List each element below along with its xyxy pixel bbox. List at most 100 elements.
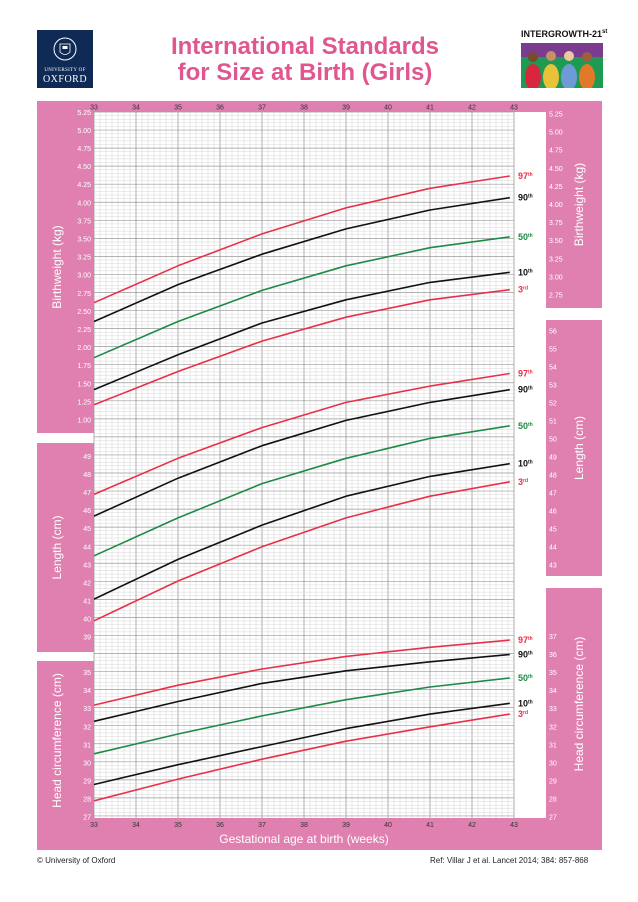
y-axis-label-left: Length (cm) xyxy=(50,515,64,579)
percentile-label-90th: 90th xyxy=(518,193,533,203)
x-tick-label-top: 35 xyxy=(174,105,182,112)
percentile-label-90th: 90th xyxy=(518,650,533,660)
percentile-curve-3rd xyxy=(93,713,510,802)
x-tick-label-top: 39 xyxy=(342,105,350,112)
reference-text: Ref: Villar J et al. Lancet 2014; 384: 8… xyxy=(430,856,589,865)
y-tick-label-left: 2.25 xyxy=(77,327,91,334)
y-axis-label-right: Head circumference (cm) xyxy=(572,637,586,772)
percentile-label-suffix: th xyxy=(528,674,533,680)
y-tick-label-right: 43 xyxy=(549,563,557,570)
y-tick-label-left: 2.50 xyxy=(77,309,91,316)
y-tick-label-left: 31 xyxy=(83,742,91,749)
y-tick-label-right: 31 xyxy=(549,742,557,749)
y-tick-label-left: 1.50 xyxy=(77,381,91,388)
percentile-curve-90th xyxy=(93,388,510,517)
y-tick-label-left: 5.00 xyxy=(77,128,91,135)
y-tick-label-right: 37 xyxy=(549,634,557,641)
intergrowth-brand: INTERGROWTH-21st xyxy=(521,29,607,39)
y-tick-label-left: 41 xyxy=(83,598,91,605)
y-axis-label-right: Birthweight (kg) xyxy=(572,163,586,246)
x-tick-label-bottom: 42 xyxy=(468,822,476,829)
percentile-label-50th: 50th xyxy=(518,232,533,242)
percentile-label-suffix: th xyxy=(528,194,533,200)
percentile-label-suffix: rd xyxy=(523,286,528,292)
y-tick-label-right: 4.00 xyxy=(549,202,563,209)
y-tick-label-right: 55 xyxy=(549,347,557,354)
oxford-crest-icon xyxy=(53,37,77,61)
x-tick-label-top: 43 xyxy=(510,105,518,112)
top-axis-bar xyxy=(37,101,602,112)
y-tick-label-left: 5.25 xyxy=(77,110,91,117)
x-tick-label-bottom: 41 xyxy=(426,822,434,829)
bottom-axis-bar xyxy=(37,818,602,850)
y-tick-label-right: 4.75 xyxy=(549,148,563,155)
percentile-curve-10th xyxy=(93,702,510,786)
y-tick-label-right: 52 xyxy=(549,401,557,408)
y-tick-label-right: 56 xyxy=(549,329,557,336)
y-tick-label-right: 30 xyxy=(549,760,557,767)
percentile-curve-10th xyxy=(93,271,510,391)
percentile-label-suffix: rd xyxy=(523,710,528,716)
percentile-curve-10th xyxy=(93,462,510,600)
percentile-label-50th: 50th xyxy=(518,673,533,683)
y-tick-label-left: 27 xyxy=(83,815,91,822)
x-tick-label-bottom: 39 xyxy=(342,822,350,829)
y-axis-label-right: Length (cm) xyxy=(572,416,586,480)
percentile-curves xyxy=(93,175,510,802)
percentile-label-suffix: th xyxy=(528,172,533,178)
x-tick-label-bottom: 33 xyxy=(90,822,98,829)
y-tick-label-right: 47 xyxy=(549,491,557,498)
y-tick-label-left: 49 xyxy=(83,454,91,461)
x-tick-label-top: 37 xyxy=(258,105,266,112)
percentile-label-suffix: th xyxy=(528,422,533,428)
percentile-label-90th: 90th xyxy=(518,385,533,395)
percentile-label-3rd: 3rd xyxy=(518,477,528,487)
y-tick-label-right: 45 xyxy=(549,527,557,534)
percentile-label-suffix: th xyxy=(528,651,533,657)
y-tick-label-left: 3.50 xyxy=(77,237,91,244)
x-tick-label-top: 36 xyxy=(216,105,224,112)
y-tick-label-right: 51 xyxy=(549,419,557,426)
percentile-label-suffix: th xyxy=(528,233,533,239)
x-tick-label-bottom: 34 xyxy=(132,822,140,829)
y-tick-label-left: 4.75 xyxy=(77,146,91,153)
y-tick-label-left: 46 xyxy=(83,508,91,515)
x-tick-label-top: 42 xyxy=(468,105,476,112)
percentile-label-suffix: th xyxy=(528,386,533,392)
percentile-curve-50th xyxy=(93,425,510,557)
y-tick-label-right: 2.75 xyxy=(549,293,563,300)
percentile-curve-97th xyxy=(93,175,510,304)
percentile-label-10th: 10th xyxy=(518,459,533,469)
x-tick-label-bottom: 43 xyxy=(510,822,518,829)
percentile-label-3rd: 3rd xyxy=(518,285,528,295)
intergrowth-women-illustration xyxy=(521,43,603,88)
x-tick-label-top: 33 xyxy=(90,105,98,112)
y-tick-label-left: 45 xyxy=(83,526,91,533)
percentile-curve-3rd xyxy=(93,288,510,406)
x-tick-label-bottom: 38 xyxy=(300,822,308,829)
percentile-label-suffix: th xyxy=(528,268,533,274)
left-panel-bar xyxy=(37,443,94,652)
percentile-label-suffix: th xyxy=(528,460,533,466)
percentile-label-suffix: th xyxy=(528,636,533,642)
y-tick-label-left: 48 xyxy=(83,472,91,479)
y-tick-label-right: 5.00 xyxy=(549,130,563,137)
percentile-labels: 97th90th50th10th3rd97th90th50th10th3rd97… xyxy=(518,171,533,719)
y-tick-label-right: 50 xyxy=(549,437,557,444)
y-tick-label-right: 33 xyxy=(549,706,557,713)
y-tick-label-left: 3.25 xyxy=(77,255,91,262)
x-tick-label-bottom: 36 xyxy=(216,822,224,829)
y-axis-label-left: Birthweight (kg) xyxy=(50,225,64,308)
y-tick-label-right: 44 xyxy=(549,545,557,552)
y-tick-label-left: 28 xyxy=(83,796,91,803)
right-tick-strip xyxy=(514,112,546,818)
left-gap xyxy=(37,433,94,443)
y-tick-label-left: 30 xyxy=(83,760,91,767)
percentile-curve-50th xyxy=(93,677,510,755)
grid xyxy=(93,111,515,818)
percentile-curve-90th xyxy=(93,653,510,723)
tick-labels: 33 33 34 34 35 35 36 36 37 37 38 38 39 39 40 40 41 41 42 42… xyxy=(50,105,586,830)
percentile-curve-3rd xyxy=(93,481,510,622)
y-tick-label-right: 35 xyxy=(549,670,557,677)
percentile-curve-97th xyxy=(93,372,510,496)
